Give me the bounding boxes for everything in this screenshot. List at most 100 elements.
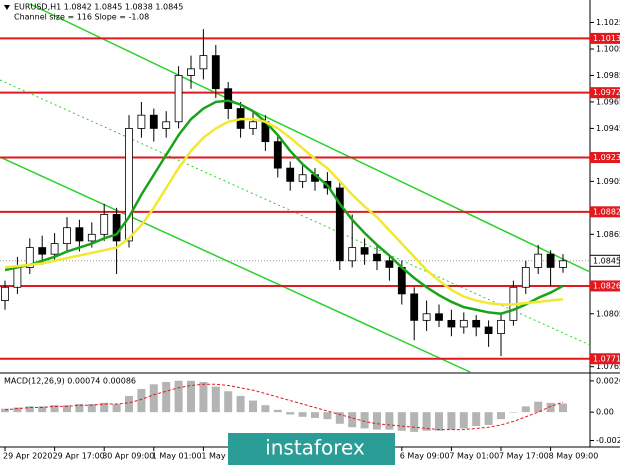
candle-body <box>1 286 9 301</box>
macd-bar <box>410 412 419 432</box>
candle-body <box>559 260 567 268</box>
candle-body <box>422 313 431 321</box>
level-label: 1.0972 <box>593 88 620 97</box>
level-box <box>590 353 620 365</box>
y-tick-label: -0.00244 <box>596 436 620 445</box>
moving-average <box>4 117 564 306</box>
candle-body <box>484 326 493 335</box>
watermark: instaforex <box>265 436 365 460</box>
candle-body <box>249 121 257 129</box>
candle-body <box>38 247 47 255</box>
macd-bar <box>211 386 220 413</box>
macd-bar <box>75 404 84 413</box>
candle-body <box>137 114 146 129</box>
candle-body <box>360 247 369 255</box>
y-tick-label: 0.00269 <box>596 376 620 385</box>
macd-bar <box>125 395 133 413</box>
candle-body <box>125 128 133 242</box>
macd-bar <box>63 405 71 413</box>
macd-bar <box>149 384 158 413</box>
channel-lower <box>0 156 471 373</box>
macd-bar <box>335 412 344 424</box>
level-label: 1.0826 <box>593 281 620 290</box>
macd-bar <box>348 412 357 428</box>
candle-body <box>447 319 456 328</box>
macd-bar <box>137 388 146 413</box>
macd-bar <box>435 412 443 431</box>
candle-body <box>410 293 419 321</box>
macd-bar <box>373 412 381 430</box>
candle-body <box>273 141 282 169</box>
candle-body <box>397 267 406 295</box>
macd-bar <box>174 380 183 413</box>
macd-bar <box>397 412 406 431</box>
macd-bar <box>249 400 257 413</box>
macd-bar <box>298 412 307 417</box>
macd-bar <box>497 412 505 420</box>
y-tick-label: 1.0965 <box>596 97 620 106</box>
chart-subtitle: Channel size = 116 Slope = -1.08 <box>14 13 149 22</box>
menu-arrow <box>4 5 10 10</box>
candle-body <box>286 167 295 182</box>
y-tick-label: 1.1005 <box>596 44 620 53</box>
y-tick-label: 0.00 <box>596 408 614 417</box>
macd-bar <box>112 404 121 413</box>
chart-title: EURUSD,H1 1.0842 1.0845 1.0838 1.0845 <box>14 3 183 12</box>
candle-body <box>100 214 109 235</box>
macd-bar <box>521 406 530 413</box>
candle-body <box>348 247 357 262</box>
macd-bar <box>199 381 208 413</box>
level-box <box>590 32 620 44</box>
macd-bar <box>162 381 171 413</box>
candle-body <box>87 233 96 242</box>
candle-body <box>211 55 220 90</box>
macd-bar <box>224 391 233 413</box>
macd-bar <box>25 406 34 413</box>
y-tick-label: 1.1025 <box>596 18 620 27</box>
x-tick-label: 8 May 09:00 <box>549 452 599 461</box>
candle-body <box>63 227 71 244</box>
macd-bar <box>13 407 22 413</box>
y-tick-label: 1.0905 <box>596 177 620 186</box>
x-tick-label: 29 Apr 17:00 <box>53 452 105 461</box>
macd-bar <box>1 408 9 413</box>
candle-body <box>298 174 307 182</box>
level-label: 1.0882 <box>593 207 620 216</box>
macd-bar <box>360 412 369 429</box>
macd-bar <box>459 412 468 429</box>
macd-bar <box>534 401 543 413</box>
watermark-box <box>228 433 395 465</box>
macd-bar <box>236 395 245 413</box>
candle-body <box>112 214 121 242</box>
x-tick-label: 1 May 17:00 <box>201 452 251 461</box>
level-box <box>590 280 620 292</box>
y-tick-label: 1.0765 <box>596 362 620 371</box>
macd-bar <box>323 412 332 420</box>
candle-body <box>149 114 158 129</box>
candle-body <box>187 68 195 76</box>
candle-body <box>25 247 34 268</box>
candle-body <box>534 253 543 268</box>
level-box <box>590 87 620 99</box>
candle-body <box>174 75 183 123</box>
candle-body <box>162 121 171 129</box>
candle-body <box>224 88 233 109</box>
candle-body <box>13 267 22 288</box>
macd-bar <box>447 412 456 430</box>
macd-bar <box>50 405 59 413</box>
candle-body <box>472 319 481 328</box>
macd-bar <box>484 412 493 425</box>
y-tick-label: 1.0945 <box>596 124 620 133</box>
y-tick-label: 1.0865 <box>596 230 620 239</box>
x-tick-label: 1 May 01:00 <box>152 452 202 461</box>
candle-body <box>435 313 443 321</box>
macd-bar <box>509 412 518 413</box>
level-label: 1.1013 <box>593 34 620 43</box>
current-price-box <box>589 254 620 267</box>
x-tick-label: 6 May 09:00 <box>400 452 450 461</box>
macd-bar <box>38 406 47 413</box>
x-tick-label: 7 May 17:00 <box>499 452 549 461</box>
macd-bar <box>273 409 282 413</box>
macd-bar <box>472 412 481 427</box>
